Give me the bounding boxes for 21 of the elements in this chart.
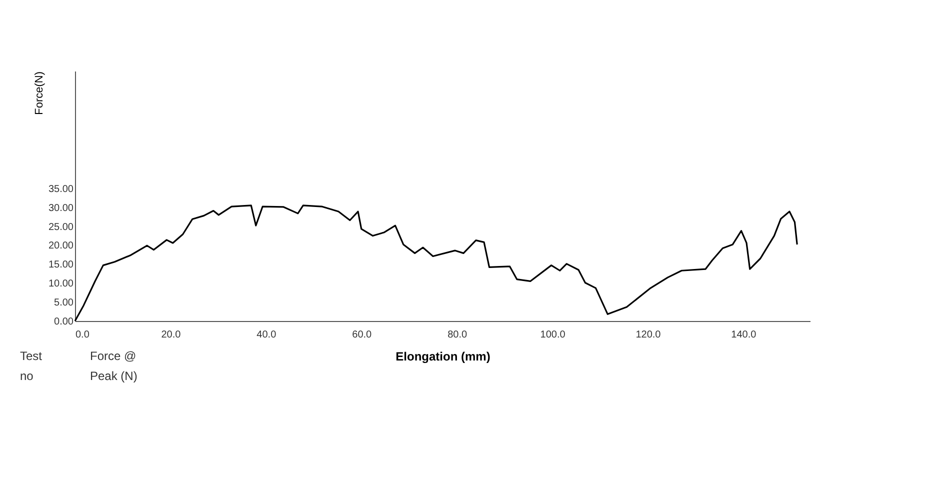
- text: Force @ Peak (N): [90, 349, 138, 383]
- x-tick-label: 40.0: [256, 330, 277, 340]
- x-tick-label: 100.0: [540, 330, 566, 340]
- x-axis-title: Elongation (mm): [396, 350, 490, 364]
- y-axis-title: Force(N): [33, 72, 46, 115]
- y-tick-label: 15.00: [48, 260, 74, 271]
- y-tick-label: 20.00: [48, 240, 74, 252]
- x-tick-label: 60.0: [352, 330, 372, 340]
- y-tick-label: 0.00: [54, 316, 74, 328]
- x-tick-label: 140.0: [731, 330, 757, 340]
- y-tick-label: 10.00: [48, 278, 74, 290]
- y-tick-label: 25.00: [48, 222, 74, 233]
- y-tick-label: 30.00: [48, 202, 74, 214]
- text: Test no: [20, 349, 43, 383]
- x-tick-label: 0.0: [76, 330, 90, 340]
- line-series: [74, 204, 798, 322]
- y-tick-label: 5.00: [54, 298, 74, 309]
- y-tick-label: 35.00: [48, 184, 74, 195]
- x-tick-label: 80.0: [448, 330, 468, 340]
- x-tick-label: 120.0: [636, 330, 662, 340]
- x-tick-label: 20.0: [161, 330, 182, 340]
